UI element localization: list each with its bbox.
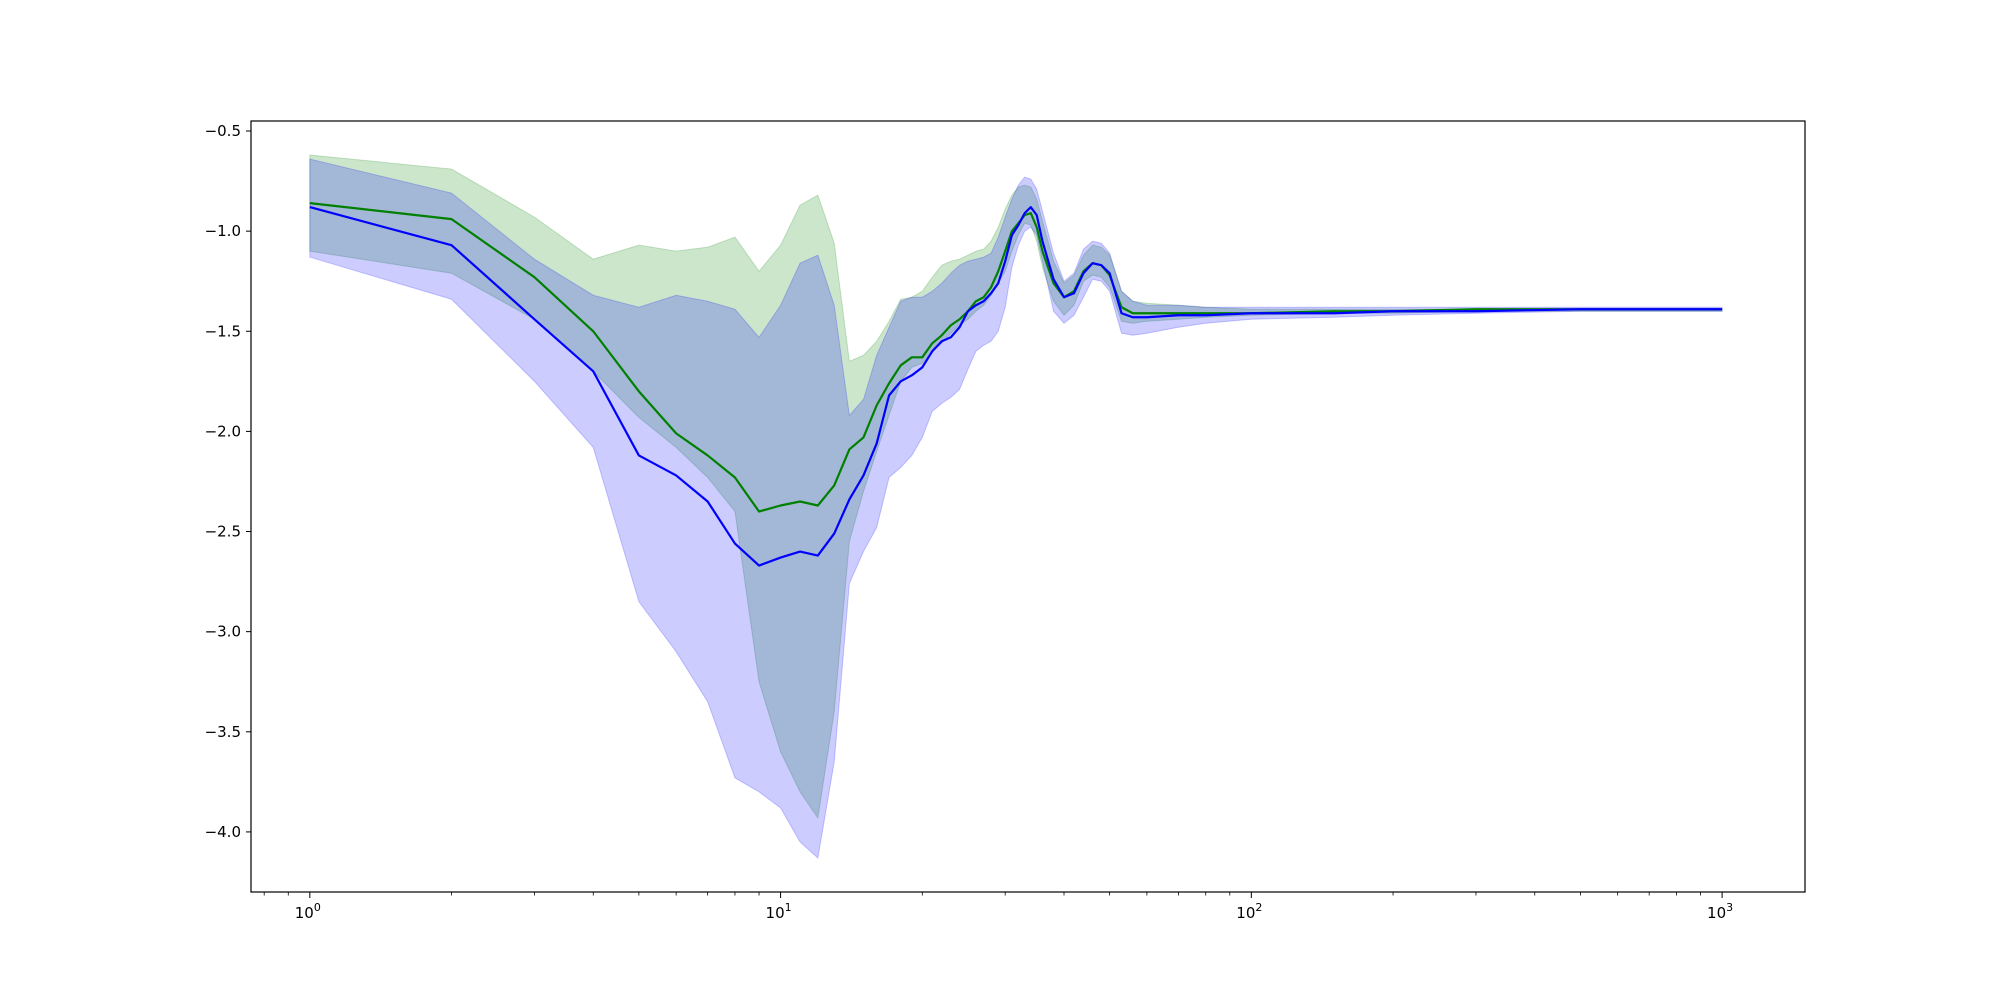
series-lines xyxy=(309,202,1723,567)
series-1-line xyxy=(309,202,1723,513)
y-tick-label: −2.5 xyxy=(205,523,241,541)
confidence-bands xyxy=(309,154,1723,859)
y-tick-label: −1.5 xyxy=(205,322,241,340)
x-tick-label: 101 xyxy=(766,901,792,922)
x-tick-label: 102 xyxy=(1236,901,1262,922)
x-tick-label: 100 xyxy=(295,901,321,922)
y-tick-label: −3.0 xyxy=(205,623,241,641)
y-tick-label: −3.5 xyxy=(205,723,241,741)
plot-frame xyxy=(250,120,1806,893)
series-1-band xyxy=(309,154,1723,820)
y-tick-label: −0.5 xyxy=(205,122,241,140)
x-tick-label: 103 xyxy=(1707,901,1733,922)
series-2-band xyxy=(309,158,1723,859)
y-tick-label: −1.0 xyxy=(205,222,241,240)
y-tick-label: −4.0 xyxy=(205,823,241,841)
axes: −0.5 −1.0 −1.5 −2.0 −2.5 −3.0 −3.5 −4.0 100 101 10… xyxy=(205,120,1806,922)
series-2-line xyxy=(309,206,1723,567)
y-tick-label: −2.0 xyxy=(205,422,241,440)
